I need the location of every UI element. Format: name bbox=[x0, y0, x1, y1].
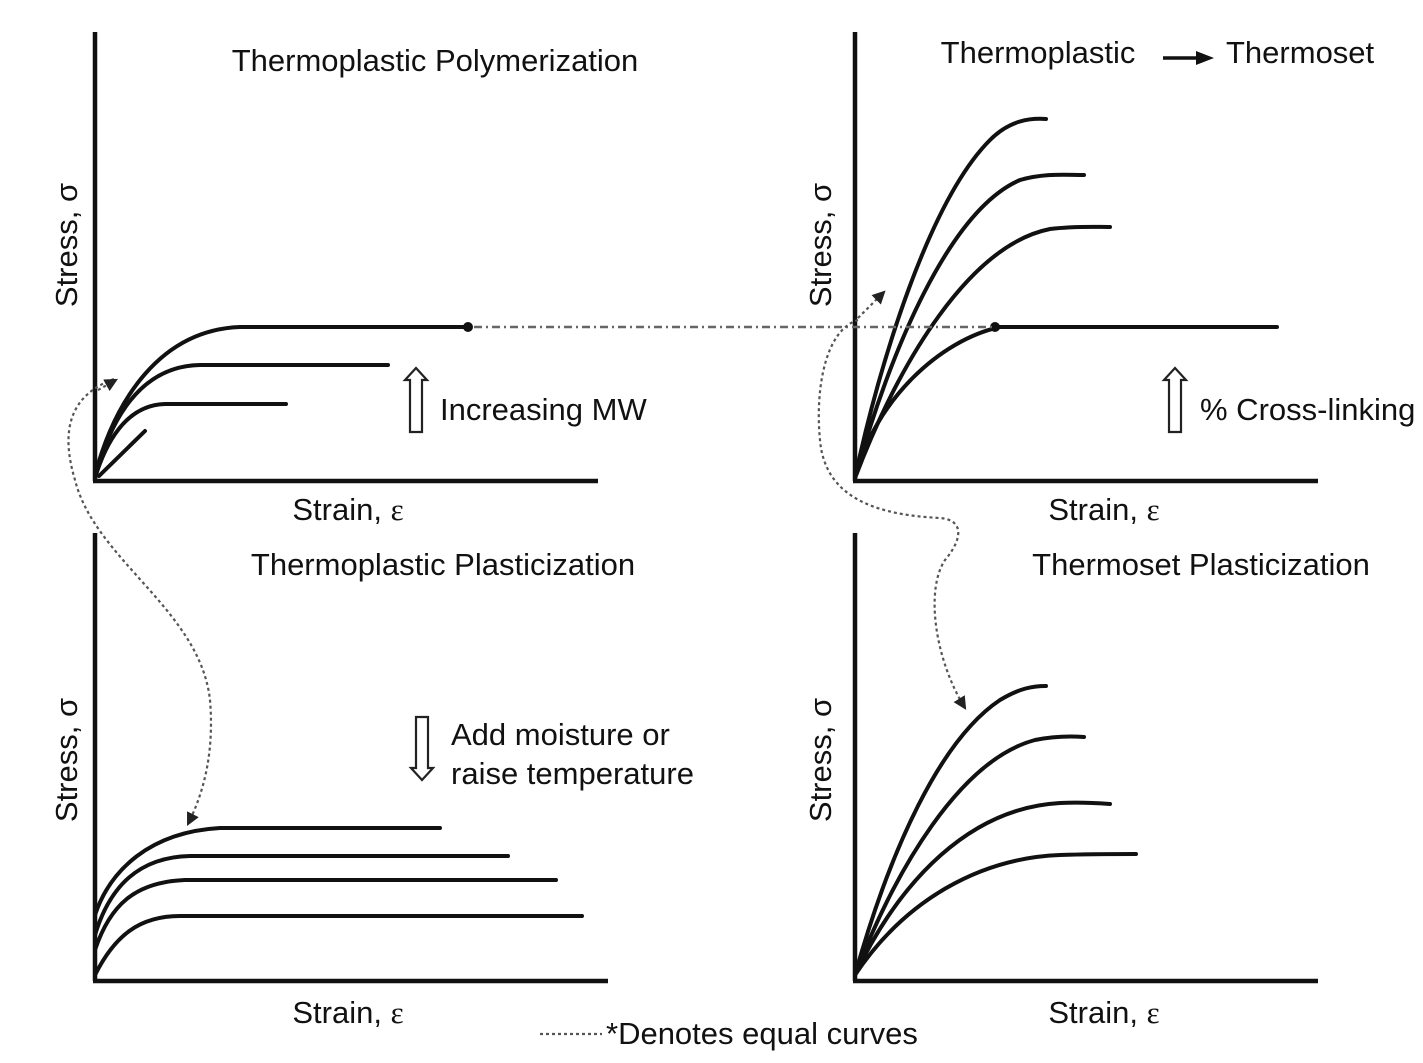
down-arrow-icon bbox=[408, 715, 436, 782]
curve-mid-mw bbox=[93, 402, 288, 480]
panel-title: Thermoset Plasticization bbox=[1032, 547, 1370, 582]
y-axis-label: Stress, σ bbox=[49, 183, 84, 307]
curve-plasticized-1 bbox=[93, 854, 510, 937]
annotation-cross-linking: % Cross-linking bbox=[1200, 392, 1415, 427]
panel-title-right: Thermoset bbox=[1226, 35, 1375, 70]
annotation-increasing-mw: Increasing MW bbox=[440, 392, 647, 427]
curve-end-marker bbox=[463, 322, 473, 332]
panel-title-left: Thermoplastic bbox=[941, 35, 1136, 70]
up-arrow-icon bbox=[402, 366, 430, 434]
x-axis-label: Strain, ε bbox=[292, 492, 403, 527]
footnote-text: *Denotes equal curves bbox=[606, 1016, 918, 1051]
curve-highest-crosslinking bbox=[853, 116, 1048, 480]
curve-plasticized-1 bbox=[853, 734, 1086, 977]
curve-plasticized-3 bbox=[93, 914, 584, 977]
curve-plasticized-2 bbox=[93, 878, 558, 952]
panel-thermoplastic-polymerization: Thermoplastic Polymerization Stress, σ S… bbox=[49, 32, 647, 527]
panel-title: Thermoplastic Plasticization bbox=[251, 547, 635, 582]
curve-high-crosslinking bbox=[853, 172, 1086, 480]
connector-polymerization-to-plasticization bbox=[67, 377, 213, 826]
curve-dry bbox=[853, 684, 1048, 977]
curve-no-crosslinking bbox=[853, 325, 1279, 480]
legend-footnote: *Denotes equal curves bbox=[540, 1016, 918, 1051]
curve-plasticized-2 bbox=[853, 800, 1112, 977]
y-axis-label: Stress, σ bbox=[803, 698, 838, 822]
connector-thermoplastic-to-thermoset bbox=[817, 318, 967, 710]
equal-curve-connectors bbox=[67, 290, 992, 826]
x-axis-label: Strain, ε bbox=[1048, 995, 1159, 1030]
curve-plasticized-3 bbox=[853, 852, 1138, 977]
panel-thermoset-plasticization: Thermoset Plasticization Stress, σ Strai… bbox=[803, 533, 1370, 1030]
panel-title: Thermoplastic Polymerization bbox=[232, 43, 639, 78]
curve-end-marker bbox=[990, 322, 1000, 332]
curve-low-mw bbox=[97, 429, 147, 478]
curve-dry bbox=[93, 826, 442, 917]
y-axis-label: Stress, σ bbox=[803, 183, 838, 307]
curve-mid-crosslinking bbox=[853, 224, 1112, 480]
x-axis-label: Strain, ε bbox=[1048, 492, 1159, 527]
panel-thermoplastic-to-thermoset: Thermoplastic Thermoset Stress, σ Strain… bbox=[803, 32, 1415, 527]
annotation-line-2: raise temperature bbox=[451, 756, 694, 791]
right-arrowhead-icon bbox=[1196, 51, 1214, 65]
connector-arrow-to-crosslinked bbox=[857, 290, 886, 319]
up-arrow-icon bbox=[1161, 366, 1189, 434]
panel-thermoplastic-plasticization: Thermoplastic Plasticization Stress, σ S… bbox=[49, 533, 694, 1030]
y-axis-label: Stress, σ bbox=[49, 698, 84, 822]
x-axis-label: Strain, ε bbox=[292, 995, 403, 1030]
annotation-line-1: Add moisture or bbox=[451, 717, 670, 752]
